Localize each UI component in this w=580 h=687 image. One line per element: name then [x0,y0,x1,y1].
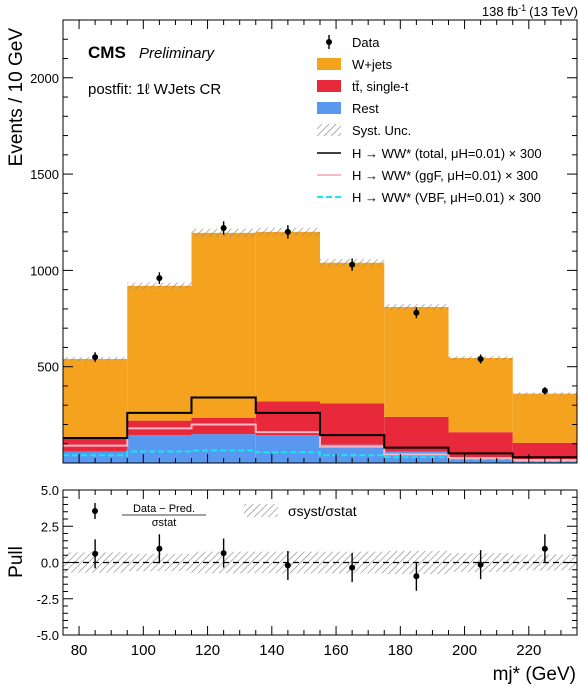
pull-xtick-label-180: 180 [388,642,413,659]
data-point-5 [413,309,420,316]
syst-band-1 [127,282,192,289]
data-point-2 [220,225,227,232]
data-point-1 [156,275,163,282]
pull-point-2 [220,550,227,557]
legend-label-hww-vbf: H → WW* (VBF, μH=0.01) × 300 [352,190,541,205]
pull-point-4 [349,564,356,571]
pull-legend-denominator: σstat [152,517,177,529]
bar-ttsinglet-5 [384,416,449,452]
data-point-7 [541,387,548,394]
bar-wjets-0 [63,358,128,437]
data-point-3 [284,228,291,235]
bar-ttsinglet-0 [63,436,128,452]
data-point-4 [349,261,356,268]
pull-xtick-label-120: 120 [195,642,220,659]
main-ytick-label-1500: 1500 [30,167,59,182]
pull-xtick-label-220: 220 [516,642,541,659]
pull-point-6 [477,561,484,568]
hww-total-line [63,396,577,459]
pull-point-5 [413,573,420,580]
bar-ttsinglet-2 [191,417,256,435]
pull-point-1 [156,545,163,552]
bar-rest-0 [63,451,128,463]
pull-legend-numerator: Data − Pred. [133,503,195,515]
legend-label-data: Data [352,35,380,50]
bar-wjets-3 [255,231,320,402]
lumi-label: 138 fb-1 (13 TeV) [482,3,578,19]
region-label: postfit: 1ℓ WJets CR [88,81,221,98]
pull-xtick-label-100: 100 [131,642,156,659]
data-point-0 [92,354,99,361]
pull-point-7 [541,545,548,552]
syst-band-5 [384,304,449,310]
legend-label-rest: Rest [352,101,379,116]
bar-wjets-5 [384,306,449,417]
legend-entry-data: Data [326,35,380,50]
pull-ytick-label-2.5: 2.5 [41,519,59,534]
pull-legend-syst: σsyst/σstat [288,503,357,519]
legend-entry-hww-ggf: H → WW* (ggF, μH=0.01) × 300 [317,168,538,183]
bar-wjets-1 [127,285,192,421]
pull-ytick-label--5: -5.0 [37,628,59,643]
main-ytick-label-500: 500 [37,360,59,375]
legend-label-hww-total: H → WW* (total, μH=0.01) × 300 [352,146,542,161]
bar-ttsinglet-4 [320,403,385,445]
legend-label-wjets: W+jets [352,57,393,72]
hww-vbf-line [63,449,577,463]
legend-label-hww-ggf: H → WW* (ggF, μH=0.01) × 300 [352,168,538,183]
bar-wjets-7 [512,393,577,443]
pull-point-0 [92,550,99,557]
legend-entry-wjets: W+jets [317,57,393,72]
pull-legend-marker [92,508,98,514]
pull-point-3 [284,562,291,569]
pull-xtick-label-200: 200 [452,642,477,659]
data-point-6 [477,355,484,362]
pull-xtick-label-140: 140 [259,642,284,659]
pull-ytick-label--2.5: -2.5 [37,592,59,607]
main-ytick-label-1000: 1000 [30,263,59,278]
bar-wjets-6 [448,358,513,433]
legend-entry-rest: Rest [317,101,379,116]
pull-xtick-label-80: 80 [71,642,88,659]
bar-ttsinglet-3 [255,401,320,436]
main-plot: 500 1000 1500 2000 [30,19,578,464]
legend-label-ttbar: tt̄, single-t [352,79,409,94]
preliminary-label: Preliminary [139,45,216,62]
main-ytick-label-2000: 2000 [30,71,59,86]
legend-label-syst: Syst. Unc. [352,123,411,138]
pull-ytick-label-5: 5.0 [41,483,59,498]
legend-entry-hww-total: H → WW* (total, μH=0.01) × 300 [317,146,542,161]
x-axis-label: mj* (GeV) [493,664,576,685]
bar-wjets-4 [320,262,385,404]
cms-label: CMS [88,43,126,62]
pull-xtick-label-160: 160 [324,642,349,659]
pull-plot: -5.0 -2.5 0.0 2.5 5.0 80 100 120 140 160 180 200 220 [37,483,578,659]
y-axis-label-main: Events / 10 GeV [6,28,27,167]
bar-wjets-2 [191,232,256,418]
legend-entry-ttbar: tt̄, single-t [317,79,409,94]
pull-ytick-label-0: 0.0 [41,556,59,571]
legend-entry-syst: Syst. Unc. [317,123,411,138]
y-axis-label-pull: Pull [6,546,27,578]
pull-legend: Data − Pred. σstat σsyst/σstat [122,503,357,529]
legend: Data W+jets tt̄, single-t Rest Syst. Unc… [317,35,542,205]
legend-entry-hww-vbf: H → WW* (VBF, μH=0.01) × 300 [317,190,541,205]
